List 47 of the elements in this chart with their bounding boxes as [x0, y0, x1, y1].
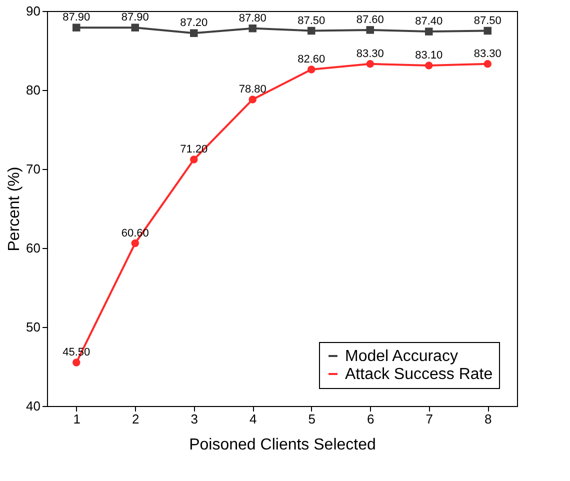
data-label: 87.50	[298, 14, 326, 27]
point	[425, 62, 433, 70]
point	[308, 66, 316, 74]
point	[484, 26, 492, 35]
point	[190, 156, 198, 164]
data-label: 78.80	[238, 83, 266, 96]
point	[425, 28, 433, 36]
point	[131, 24, 139, 32]
point	[484, 60, 492, 68]
y-tick-label: 50	[26, 320, 40, 334]
y-tick-label: 80	[26, 82, 40, 98]
data-label: 83.10	[415, 50, 443, 62]
x-tick-label: 8	[484, 412, 492, 426]
point	[366, 26, 374, 34]
point	[248, 24, 256, 32]
y-tick-label: 70	[26, 162, 40, 176]
point	[190, 29, 198, 37]
data-label: 87.50	[474, 14, 502, 27]
data-label: 83.30	[356, 48, 384, 60]
point	[308, 26, 316, 35]
x-tick-label: 2	[132, 412, 140, 426]
data-label: 82.60	[298, 53, 326, 66]
data-label: 87.90	[121, 12, 149, 24]
point	[248, 96, 256, 104]
point	[131, 239, 139, 248]
data-label: 87.90	[62, 12, 90, 24]
x-tick-label: 7	[426, 412, 433, 426]
point	[72, 358, 80, 366]
y-tick-label: 90	[26, 4, 40, 18]
x-axis-title: Poisoned Clients Selected	[189, 436, 376, 454]
legend-label: Model Accuracy	[345, 348, 458, 365]
data-label: 87.20	[180, 17, 208, 30]
y-axis-title: Percent (%)	[6, 166, 24, 252]
x-tick-label: 3	[190, 412, 198, 426]
legend-label: Attack Success Rate	[345, 366, 493, 383]
data-label: 87.40	[415, 16, 443, 28]
point	[72, 24, 80, 32]
point	[366, 60, 374, 68]
x-tick-label: 1	[73, 412, 80, 426]
data-label: 87.80	[238, 12, 266, 24]
y-tick-label: 60	[26, 240, 40, 256]
data-label: 87.60	[356, 14, 384, 26]
data-label: 83.30	[474, 48, 502, 60]
y-tick-label: 40	[26, 398, 40, 414]
x-tick-label: 4	[250, 412, 257, 426]
x-tick-label: 5	[308, 412, 316, 426]
x-tick-label: 6	[367, 412, 374, 426]
